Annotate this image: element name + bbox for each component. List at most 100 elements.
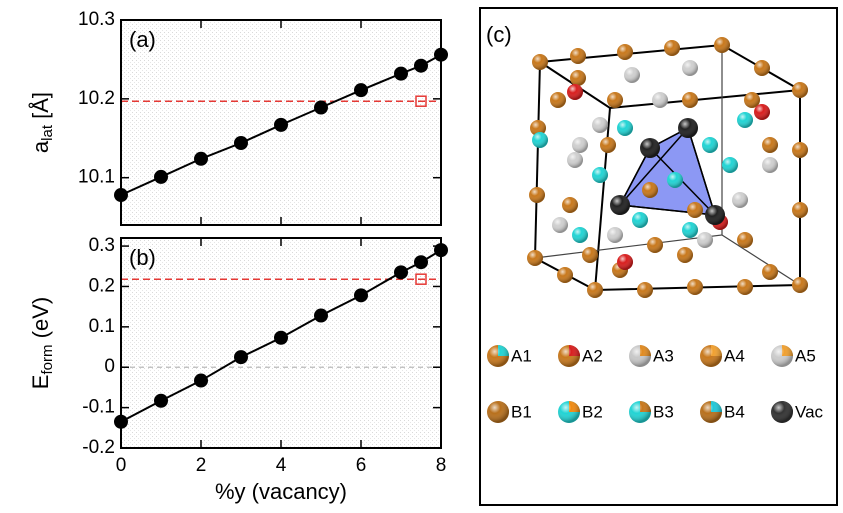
atom-shine	[640, 138, 660, 158]
atom-shine	[754, 60, 770, 76]
atom-shine	[687, 202, 703, 218]
legend-icon-shine	[700, 345, 722, 367]
atom-shine	[714, 37, 730, 53]
legend-icon-shine	[558, 345, 580, 367]
atom-shine	[617, 44, 633, 60]
atom-shine	[570, 48, 586, 64]
data-point	[414, 255, 428, 269]
data-point	[314, 309, 328, 323]
y-tick-label: 10.3	[78, 9, 115, 30]
legend-label: B3	[653, 402, 674, 421]
y-tick-label: 0.1	[89, 316, 115, 337]
atom-shine	[617, 254, 633, 270]
atom-shine	[792, 277, 808, 293]
atom-shine	[570, 70, 586, 86]
data-point	[234, 136, 248, 150]
atom-shine	[762, 137, 778, 153]
atom-shine	[529, 187, 545, 203]
legend-icon-shine	[771, 345, 793, 367]
y-axis-label-main: a	[28, 140, 53, 153]
atom-shine	[722, 157, 738, 173]
data-point	[354, 288, 368, 302]
data-point	[414, 59, 428, 73]
data-point	[154, 394, 168, 408]
legend-icon-shine	[487, 345, 509, 367]
data-point	[194, 374, 208, 388]
figure: (c) A1A2A3A4A5B1B2B3B4Vac10.110.210.3(a)…	[0, 0, 843, 513]
y-tick-label: 10.2	[78, 88, 115, 109]
legend-label: A4	[724, 346, 745, 365]
y-axis-label-main: E	[28, 375, 53, 390]
atom-shine	[607, 92, 623, 108]
atom-shine	[792, 202, 808, 218]
atom-shine	[550, 92, 566, 108]
atom-shine	[792, 142, 808, 158]
x-tick-label: 4	[276, 455, 287, 476]
legend-icon-shine	[629, 401, 651, 423]
atom-shine	[664, 40, 680, 56]
atom-shine	[762, 264, 778, 280]
y-tick-label: -0.1	[82, 397, 115, 418]
atom-shine	[592, 167, 608, 183]
data-point	[314, 101, 328, 115]
legend-label: A3	[653, 346, 674, 365]
legend-icon-shine	[558, 401, 580, 423]
x-tick-label: 8	[436, 455, 447, 476]
legend-label: B1	[511, 402, 532, 421]
data-point	[274, 331, 288, 345]
atom-shine	[647, 237, 663, 253]
legend-icon-shine	[700, 401, 722, 423]
data-point	[394, 67, 408, 81]
data-point	[154, 170, 168, 184]
atom-shine	[607, 227, 623, 243]
atom-shine	[617, 120, 633, 136]
atom-shine	[632, 212, 648, 228]
legend-icon-shine	[487, 401, 509, 423]
atom-shine	[557, 267, 573, 283]
atom-shine	[552, 217, 568, 233]
atom-shine	[527, 250, 543, 266]
data-point	[274, 118, 288, 132]
atom-shine	[702, 137, 718, 153]
x-tick-label: 0	[116, 455, 127, 476]
atom-shine	[682, 60, 698, 76]
atom-shine	[754, 104, 770, 120]
atom-shine	[610, 195, 630, 215]
atom-shine	[642, 182, 658, 198]
atom-shine	[705, 205, 725, 225]
y-tick-label: 0.2	[89, 275, 115, 296]
data-point	[194, 152, 208, 166]
atom-shine	[567, 84, 583, 100]
x-tick-label: 6	[356, 455, 367, 476]
atom-shine	[637, 282, 653, 298]
y-tick-label: -0.2	[82, 437, 115, 458]
data-point	[234, 350, 248, 364]
data-point	[354, 83, 368, 97]
atom-shine	[562, 197, 578, 213]
legend-icon-shine	[629, 345, 651, 367]
atom-shine	[737, 112, 753, 128]
atom-shine	[582, 247, 598, 263]
atom-shine	[687, 279, 703, 295]
atom-shine	[682, 92, 698, 108]
data-point	[394, 265, 408, 279]
atom-shine	[737, 232, 753, 248]
atom-shine	[677, 247, 693, 263]
atom-shine	[567, 152, 583, 168]
legend-icon-shine	[771, 401, 793, 423]
legend-label: A2	[582, 346, 603, 365]
atom-shine	[678, 118, 698, 138]
legend-label: B2	[582, 402, 603, 421]
y-axis-label-sub: lat	[39, 124, 56, 141]
x-axis-label: %y (vacancy)	[215, 479, 347, 504]
y-tick-label: 10.1	[78, 167, 115, 188]
x-tick-label: 2	[196, 455, 207, 476]
panel-label: (b)	[129, 245, 156, 270]
atom-shine	[624, 67, 640, 83]
atom-shine	[762, 157, 778, 173]
atom-shine	[572, 137, 588, 153]
y-axis-label-unit: (eV)	[28, 297, 53, 345]
atom-shine	[600, 137, 616, 153]
atom-shine	[667, 172, 683, 188]
atom-shine	[792, 82, 808, 98]
